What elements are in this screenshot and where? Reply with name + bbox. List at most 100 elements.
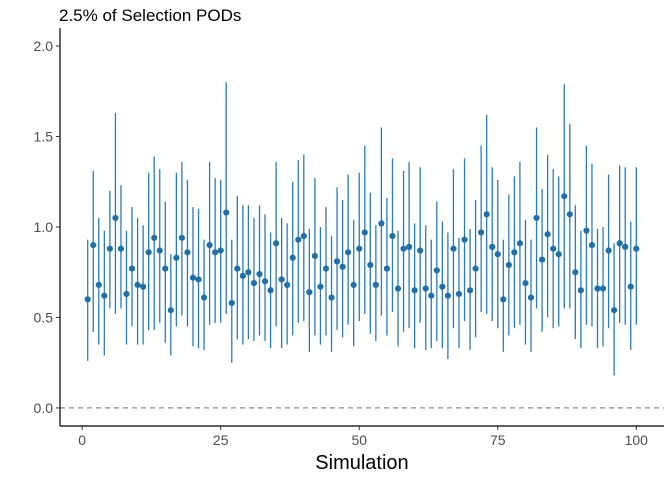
data-point bbox=[433, 267, 440, 274]
data-point bbox=[239, 272, 246, 279]
data-point bbox=[101, 292, 108, 299]
data-point bbox=[544, 231, 551, 238]
data-point bbox=[112, 214, 119, 222]
data-point bbox=[505, 261, 512, 269]
data-point bbox=[95, 281, 102, 288]
y-tick-label: 1.5 bbox=[34, 129, 54, 145]
data-point bbox=[511, 249, 518, 256]
data-point bbox=[245, 269, 252, 276]
data-point bbox=[195, 276, 202, 283]
data-point bbox=[361, 229, 368, 236]
data-point bbox=[106, 245, 113, 252]
data-point bbox=[250, 279, 258, 287]
data-point bbox=[140, 283, 147, 290]
data-point bbox=[616, 240, 623, 247]
x-axis-title: Simulation bbox=[315, 452, 408, 474]
data-points bbox=[84, 193, 640, 314]
data-point bbox=[622, 243, 629, 250]
data-point bbox=[151, 234, 158, 241]
data-point bbox=[184, 249, 191, 256]
data-point bbox=[333, 258, 341, 265]
data-point bbox=[406, 243, 413, 250]
data-point bbox=[228, 299, 235, 307]
data-point bbox=[538, 256, 546, 263]
data-point bbox=[400, 245, 407, 252]
data-point bbox=[500, 296, 507, 303]
data-point bbox=[417, 247, 424, 254]
data-point bbox=[394, 285, 402, 292]
data-point bbox=[328, 294, 335, 301]
data-point bbox=[466, 287, 474, 294]
data-point bbox=[555, 251, 562, 258]
data-point bbox=[200, 294, 208, 301]
data-point bbox=[455, 290, 463, 298]
data-point bbox=[256, 270, 263, 278]
x-tick-label: 100 bbox=[625, 432, 649, 448]
data-point bbox=[145, 249, 152, 256]
data-point bbox=[189, 274, 197, 281]
data-point bbox=[167, 307, 174, 314]
data-point bbox=[605, 247, 612, 254]
data-point bbox=[522, 279, 529, 287]
data-point bbox=[84, 296, 91, 303]
data-point bbox=[217, 247, 224, 254]
data-point bbox=[633, 245, 640, 252]
data-point bbox=[173, 254, 180, 261]
y-tick-label: 0.5 bbox=[34, 309, 54, 325]
data-point bbox=[599, 285, 607, 292]
data-point bbox=[533, 214, 540, 222]
data-point bbox=[577, 287, 584, 294]
data-point bbox=[123, 290, 130, 298]
data-point bbox=[261, 278, 269, 285]
data-point bbox=[383, 265, 391, 272]
y-tick-label: 0.0 bbox=[34, 400, 54, 416]
data-point bbox=[494, 251, 501, 258]
data-point bbox=[450, 245, 457, 252]
x-tick-label: 25 bbox=[213, 432, 229, 448]
data-point bbox=[583, 227, 590, 234]
data-point bbox=[588, 241, 596, 249]
y-tick-label: 1.0 bbox=[34, 219, 54, 235]
x-tick-label: 75 bbox=[490, 432, 506, 448]
data-point bbox=[317, 283, 324, 290]
data-point bbox=[295, 236, 302, 243]
data-point bbox=[367, 261, 374, 269]
data-point bbox=[345, 249, 352, 256]
data-point bbox=[572, 269, 579, 276]
data-point bbox=[350, 281, 357, 288]
data-point bbox=[267, 287, 274, 294]
data-point bbox=[411, 287, 418, 294]
data-point bbox=[300, 232, 307, 240]
data-point bbox=[428, 292, 435, 299]
data-point bbox=[223, 209, 230, 216]
data-point bbox=[212, 249, 219, 256]
data-point bbox=[289, 254, 296, 261]
y-tick-label: 2.0 bbox=[34, 38, 54, 54]
data-point bbox=[278, 276, 285, 283]
data-point bbox=[206, 241, 213, 249]
data-point bbox=[527, 294, 535, 301]
data-point bbox=[550, 245, 557, 252]
data-point bbox=[561, 193, 568, 200]
data-point bbox=[489, 243, 496, 250]
data-point bbox=[516, 240, 524, 247]
data-point bbox=[284, 281, 291, 288]
data-point bbox=[156, 247, 163, 254]
data-point bbox=[117, 245, 125, 252]
x-tick-label: 0 bbox=[78, 432, 86, 448]
data-point bbox=[483, 211, 490, 218]
data-point bbox=[378, 220, 385, 227]
data-point bbox=[339, 263, 346, 270]
data-point bbox=[566, 211, 573, 218]
data-point bbox=[322, 265, 330, 272]
data-point bbox=[234, 265, 241, 272]
data-point bbox=[273, 240, 280, 247]
chart-title: 2.5% of Selection PODs bbox=[59, 6, 241, 25]
x-tick-label: 50 bbox=[351, 432, 367, 448]
axes: 0.0 0.5 1.0 1.5 2.0 0 25 50 75 100 bbox=[34, 28, 664, 448]
data-point bbox=[422, 285, 429, 292]
data-point bbox=[594, 285, 601, 292]
data-point bbox=[611, 307, 618, 314]
data-point bbox=[461, 236, 468, 243]
